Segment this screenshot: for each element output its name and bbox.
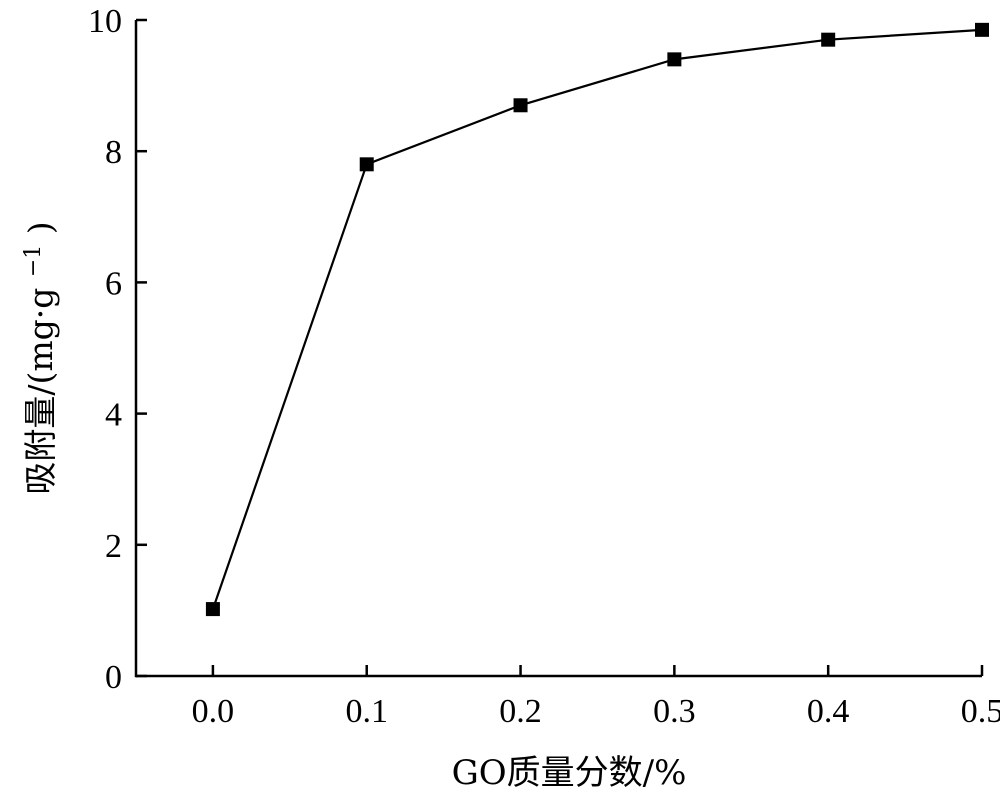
x-tick-label-4: 0.4 xyxy=(807,693,850,730)
series-0-point-2 xyxy=(513,98,528,113)
ticks: 0 2 4 6 8 10 0.0 0.1 0.2 0.3 0.4 0.5 xyxy=(88,3,1000,730)
y-axis-title-main: 吸附量/(mg·g xyxy=(21,288,60,495)
y-axis-title: 吸附量/(mg·g −1 ) xyxy=(9,221,60,494)
series-0-point-0 xyxy=(205,602,220,617)
y-tick-label-0: 0 xyxy=(105,659,122,696)
y-tick-label-1: 2 xyxy=(105,528,122,565)
series-0-point-3 xyxy=(667,52,682,67)
series-layer xyxy=(205,22,989,617)
x-tick-label-0: 0.0 xyxy=(192,693,235,730)
x-axis-title: GO质量分数/% xyxy=(452,753,687,793)
x-tick-label-1: 0.1 xyxy=(345,693,388,730)
series-0-point-4 xyxy=(821,32,836,47)
x-tick-label-5: 0.5 xyxy=(961,693,1000,730)
x-tick-label-3: 0.3 xyxy=(653,693,696,730)
axes xyxy=(134,20,982,678)
y-axis-title-superscript: −1 xyxy=(21,245,46,277)
series-0-line xyxy=(211,28,983,610)
series-0-point-5 xyxy=(975,22,989,37)
y-tick-label-3: 6 xyxy=(105,265,122,302)
y-tick-label-4: 8 xyxy=(105,134,122,171)
x-tick-label-2: 0.2 xyxy=(499,693,542,730)
y-tick-label-5: 10 xyxy=(88,3,122,40)
y-axis-title-close: ) xyxy=(21,221,60,234)
series-0-point-1 xyxy=(359,157,374,172)
y-tick-label-2: 4 xyxy=(105,397,122,434)
